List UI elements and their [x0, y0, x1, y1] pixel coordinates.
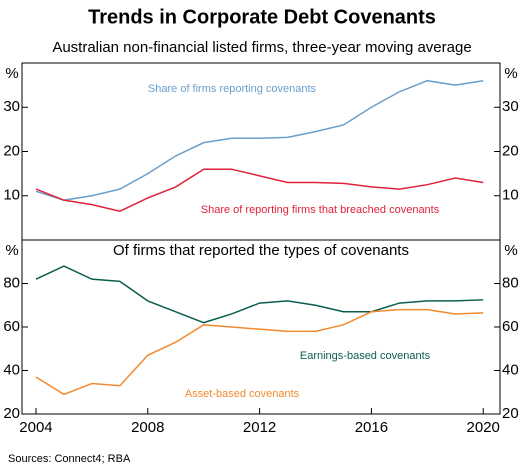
x-tick-label: 2012 — [243, 419, 276, 436]
panel-title: Of firms that reported the types of cove… — [113, 242, 409, 259]
y2-tick-label: 40 — [502, 361, 519, 378]
y-tick-label: 40 — [3, 361, 20, 378]
y2-tick-label: 20 — [502, 405, 519, 422]
series-label: Share of reporting firms that breached c… — [201, 204, 440, 216]
plot-frame — [21, 62, 501, 415]
y2-tick-label: 20 — [502, 142, 519, 159]
y2-tick-label: 30 — [502, 98, 519, 115]
y-tick-label: 10 — [3, 187, 20, 204]
y2-axis-unit: % — [504, 65, 517, 82]
y-tick-label: 30 — [3, 98, 20, 115]
x-tick-label: 2008 — [131, 419, 164, 436]
y2-tick-label: 10 — [502, 187, 519, 204]
series-line — [35, 168, 484, 213]
y2-tick-label: 80 — [502, 274, 519, 291]
series-label: Asset-based covenants — [185, 388, 300, 400]
series-line — [35, 79, 484, 201]
y-tick-label: 20 — [3, 142, 20, 159]
y-axis-unit: % — [5, 242, 18, 259]
y2-axis-unit: % — [504, 242, 517, 259]
series-line — [35, 308, 484, 396]
series-label: Earnings-based covenants — [300, 350, 431, 362]
series-line — [35, 265, 484, 324]
y-tick-label: 20 — [3, 405, 20, 422]
y-axis-unit: % — [5, 65, 18, 82]
y-tick-label: 80 — [3, 274, 20, 291]
x-tick-label: 2004 — [19, 419, 52, 436]
source: Sources: Connect4; RBA — [8, 453, 131, 465]
x-tick-label: 2016 — [355, 419, 388, 436]
chart-subtitle: Australian non-financial listed firms, t… — [52, 39, 471, 56]
chart-title: Trends in Corporate Debt Covenants — [88, 6, 436, 28]
y-tick-label: 60 — [3, 318, 20, 335]
x-tick-label: 2020 — [467, 419, 500, 436]
y2-tick-label: 60 — [502, 318, 519, 335]
series-label: Share of firms reporting covenants — [148, 83, 317, 95]
